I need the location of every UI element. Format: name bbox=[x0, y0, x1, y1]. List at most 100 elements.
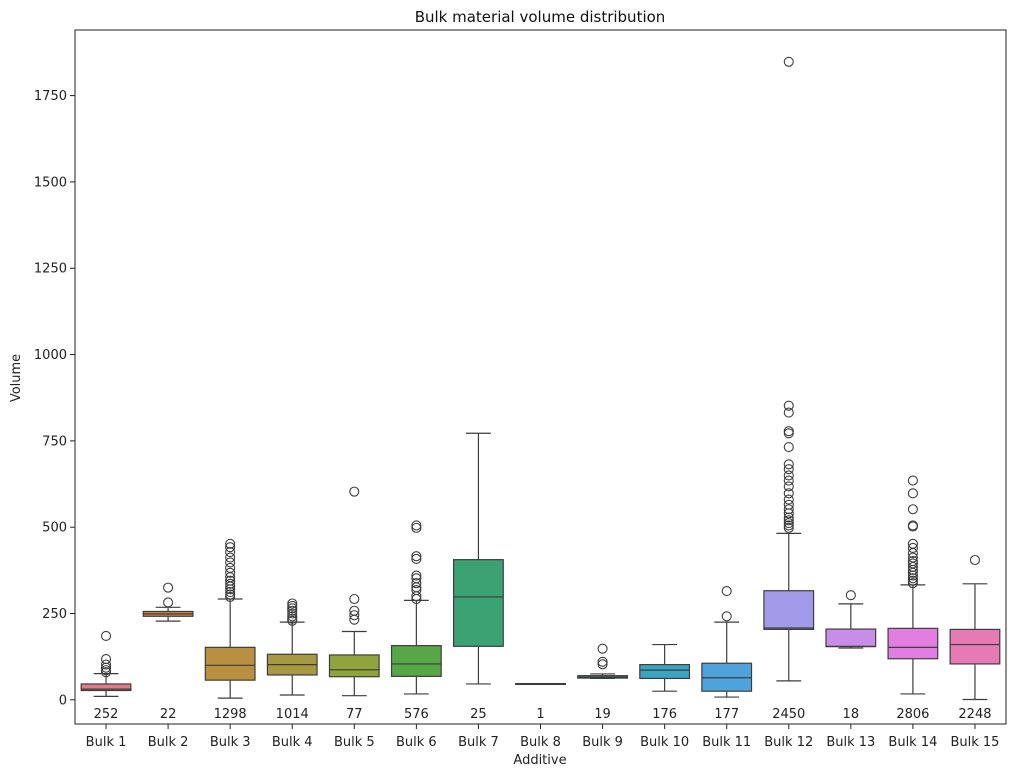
outlier-point bbox=[287, 611, 298, 622]
y-tick-label: 750 bbox=[42, 434, 67, 449]
outlier-point bbox=[783, 515, 794, 526]
box-series bbox=[80, 56, 1001, 701]
box-12 bbox=[763, 56, 815, 682]
y-tick-label: 1750 bbox=[34, 89, 67, 104]
outlier-point bbox=[783, 400, 794, 411]
count-label: 1298 bbox=[214, 707, 247, 722]
box-body bbox=[328, 654, 380, 678]
outlier-point bbox=[907, 552, 918, 563]
outlier-point bbox=[349, 610, 360, 621]
box-body bbox=[80, 683, 132, 692]
x-tick-label: Bulk 13 bbox=[826, 735, 875, 750]
box-5 bbox=[328, 486, 380, 697]
outlier-point bbox=[783, 481, 794, 492]
y-tick-label: 500 bbox=[42, 521, 67, 536]
box-body bbox=[204, 646, 256, 681]
outlier-point bbox=[225, 587, 236, 598]
outlier-point bbox=[721, 611, 732, 622]
box-6 bbox=[390, 520, 442, 695]
count-label: 77 bbox=[346, 707, 363, 722]
box-2 bbox=[142, 582, 194, 622]
box-body bbox=[639, 664, 691, 680]
box-13 bbox=[825, 590, 877, 649]
outlier-point bbox=[783, 56, 794, 67]
outlier-point bbox=[225, 578, 236, 589]
outlier-point bbox=[411, 573, 422, 584]
outlier-point bbox=[907, 555, 918, 567]
outlier-point bbox=[225, 562, 236, 573]
outlier-point bbox=[225, 575, 236, 586]
outlier-point bbox=[287, 600, 298, 611]
box-body bbox=[390, 645, 442, 677]
outlier-point bbox=[349, 486, 360, 497]
count-label: 177 bbox=[714, 707, 739, 722]
outlier-point bbox=[287, 605, 298, 616]
outlier-point bbox=[100, 665, 112, 676]
outlier-point bbox=[783, 459, 794, 470]
x-tick-label: Bulk 8 bbox=[520, 735, 561, 750]
count-label: 1 bbox=[536, 707, 544, 722]
outlier-point bbox=[783, 426, 794, 437]
outlier-point bbox=[100, 659, 112, 670]
box-8 bbox=[515, 683, 566, 686]
outlier-point bbox=[783, 475, 794, 486]
outlier-point bbox=[783, 464, 794, 475]
x-tick-label: Bulk 3 bbox=[210, 735, 251, 750]
x-axis-label: Additive bbox=[513, 753, 566, 768]
outlier-point bbox=[225, 589, 236, 600]
count-label: 18 bbox=[843, 707, 860, 722]
outlier-point bbox=[783, 488, 794, 499]
outlier-point bbox=[783, 504, 794, 515]
count-label: 176 bbox=[652, 707, 677, 722]
y-tick-label: 1500 bbox=[34, 175, 67, 190]
outlier-point bbox=[411, 522, 422, 533]
outlier-point bbox=[163, 582, 174, 593]
outlier-point bbox=[100, 654, 112, 665]
outlier-point bbox=[783, 499, 794, 510]
outlier-point bbox=[287, 603, 298, 614]
box-7 bbox=[453, 432, 504, 685]
outlier-point bbox=[597, 656, 608, 667]
count-label: 25 bbox=[470, 707, 487, 722]
x-tick-label: Bulk 11 bbox=[702, 735, 751, 750]
outlier-point bbox=[163, 597, 174, 608]
outlier-point bbox=[907, 558, 918, 569]
outlier-point bbox=[349, 605, 360, 616]
outlier-point bbox=[411, 553, 422, 565]
outlier-point bbox=[100, 630, 112, 642]
outlier-point bbox=[783, 512, 794, 523]
outlier-point bbox=[907, 575, 918, 586]
outlier-point bbox=[287, 608, 298, 619]
x-tick-label: Bulk 6 bbox=[396, 735, 437, 750]
outlier-point bbox=[907, 520, 918, 531]
outlier-point bbox=[225, 547, 236, 558]
outlier-point bbox=[783, 518, 794, 529]
box-3 bbox=[204, 538, 256, 699]
count-label: 2806 bbox=[896, 707, 929, 722]
x-tick-label: Bulk 12 bbox=[764, 735, 813, 750]
outlier-point bbox=[783, 442, 794, 453]
y-tick-label: 1250 bbox=[34, 262, 67, 277]
box-body bbox=[453, 559, 504, 647]
outlier-point bbox=[783, 470, 794, 481]
count-label: 1014 bbox=[276, 707, 309, 722]
outlier-point bbox=[225, 567, 236, 578]
count-label: 252 bbox=[94, 707, 119, 722]
outlier-point bbox=[907, 504, 918, 515]
count-label: 2450 bbox=[772, 707, 805, 722]
outlier-point bbox=[597, 659, 608, 670]
x-tick-label: Bulk 7 bbox=[458, 735, 499, 750]
plot-area-frame bbox=[74, 29, 1007, 725]
outlier-point bbox=[969, 554, 981, 566]
box-15 bbox=[949, 554, 1001, 701]
outlier-point bbox=[783, 407, 794, 418]
box-11 bbox=[701, 586, 753, 698]
outlier-point bbox=[287, 598, 298, 609]
box-10 bbox=[639, 643, 691, 692]
count-label: 576 bbox=[404, 707, 429, 722]
count-label: 2248 bbox=[958, 707, 991, 722]
count-label: 19 bbox=[594, 707, 611, 722]
outlier-point bbox=[411, 551, 422, 562]
